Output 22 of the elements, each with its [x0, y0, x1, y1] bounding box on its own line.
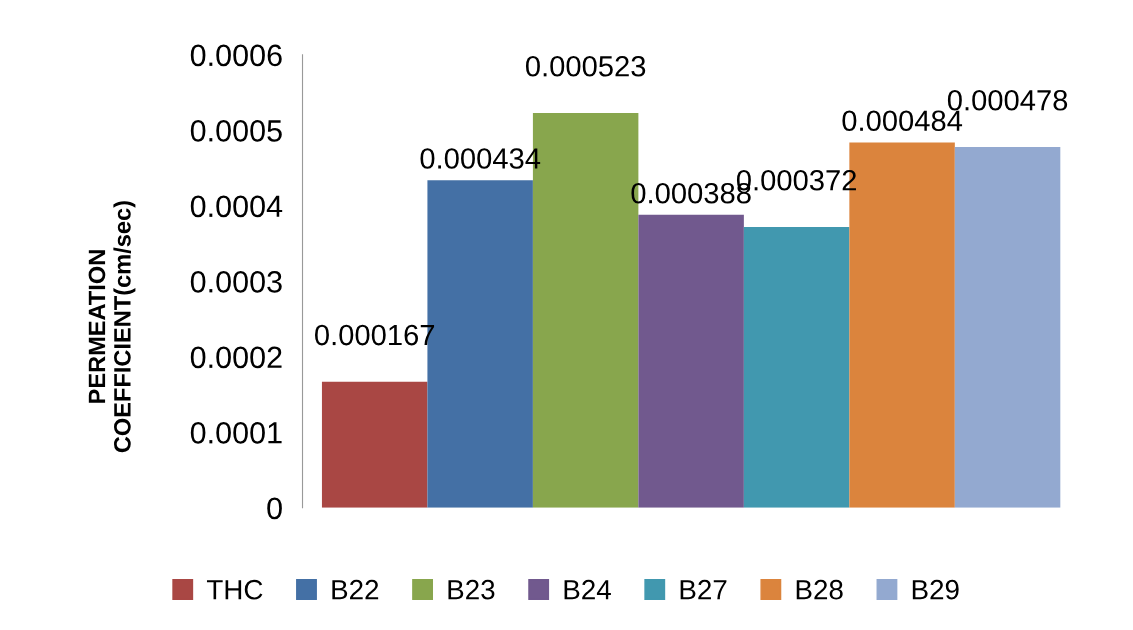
bar — [638, 214, 744, 508]
legend-label: B29 — [912, 579, 959, 600]
legend-label: B27 — [680, 579, 727, 600]
legend-label: B24 — [564, 579, 611, 600]
bar — [954, 146, 1061, 508]
data-label: 0.000478 — [947, 89, 1068, 111]
legend-label: B23 — [448, 579, 495, 600]
y-tick-label: 0.0003 — [190, 271, 282, 293]
legend-label: B28 — [796, 579, 843, 600]
y-tick-label: 0 — [267, 497, 282, 520]
y-tick-label: 0.0005 — [190, 120, 282, 142]
bar — [743, 226, 850, 508]
legend-label: THC — [206, 579, 263, 600]
y-axis-title: PERMEATION COEFFICIENT(cm/sec) — [88, 201, 136, 453]
y-tick-label: 0.0002 — [190, 346, 282, 369]
y-tick-label: 0.0001 — [190, 422, 282, 444]
data-label: 0.000484 — [842, 110, 963, 132]
legend-label: B22 — [332, 579, 379, 600]
y-tick-label: 0.0004 — [190, 195, 283, 218]
y-tick-label: 0.0006 — [190, 44, 282, 67]
bar — [321, 381, 428, 508]
data-label: 0.000523 — [525, 55, 646, 77]
